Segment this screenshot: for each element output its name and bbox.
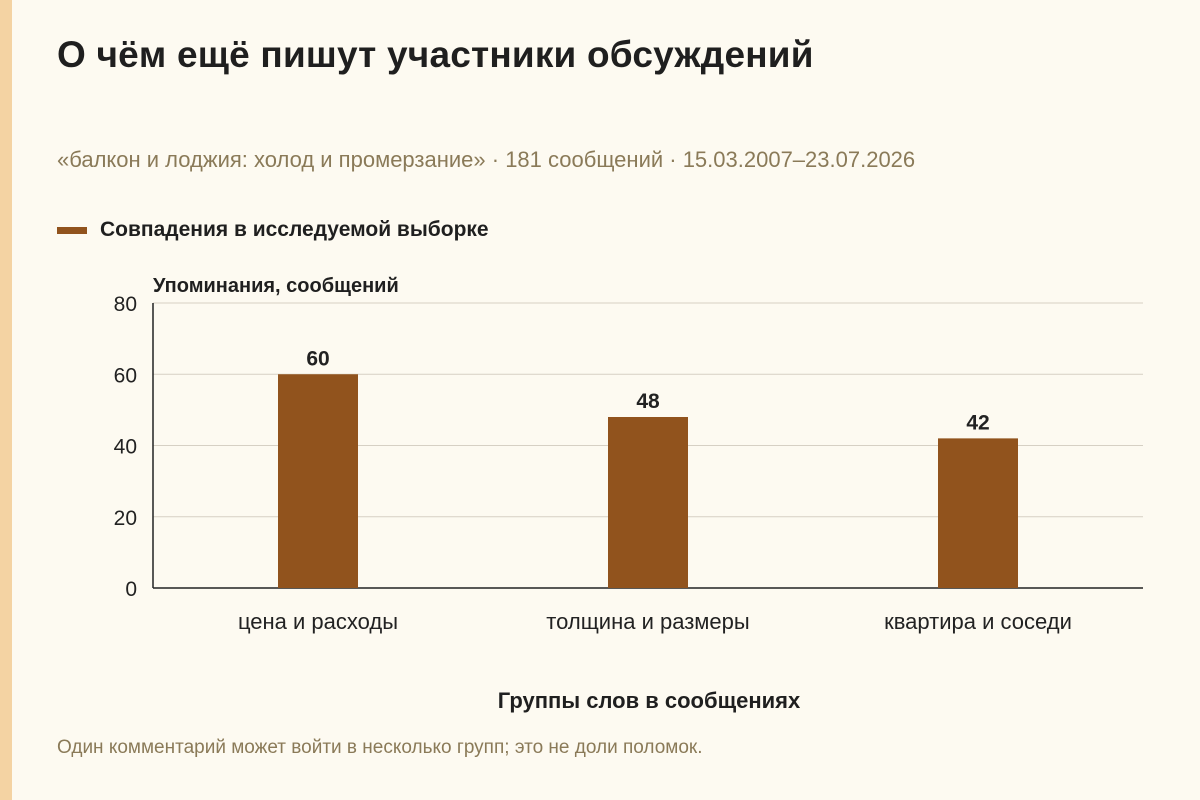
chart-legend: Совпадения в исследуемой выборке [57, 218, 489, 242]
x-tick-label: цена и расходы [238, 609, 398, 634]
chart-footnote: Один комментарий может войти в несколько… [57, 737, 703, 758]
labels-layer: 0 20 40 60 80 60 цена и расходы 48 толщина и раз… [114, 293, 1072, 634]
legend-swatch [57, 226, 87, 234]
bar [278, 374, 358, 588]
x-axis-title: Группы слов в сообщениях [498, 688, 801, 713]
y-tick-label: 60 [114, 364, 137, 387]
legend-label: Совпадения в исследуемой выборке [100, 218, 489, 241]
chart-subtitle: «балкон и лоджия: холод и промерзание» ·… [57, 147, 916, 172]
bars-layer [278, 374, 1018, 588]
x-tick-label: толщина и размеры [546, 609, 749, 634]
y-tick-label: 20 [114, 507, 137, 530]
bar [938, 438, 1018, 588]
bar [608, 417, 688, 588]
accent-stripe [0, 0, 12, 800]
bar-value-label: 60 [306, 347, 329, 370]
x-tick-label: квартира и соседи [884, 609, 1072, 634]
bar-value-label: 48 [636, 390, 660, 413]
y-tick-label: 0 [125, 578, 137, 601]
bar-value-label: 42 [966, 411, 989, 434]
y-tick-label: 40 [114, 436, 137, 459]
page-title: О чём ещё пишут участники обсуждений [57, 34, 814, 75]
y-axis-title: Упоминания, сообщений [153, 275, 399, 297]
y-tick-label: 80 [114, 293, 137, 316]
